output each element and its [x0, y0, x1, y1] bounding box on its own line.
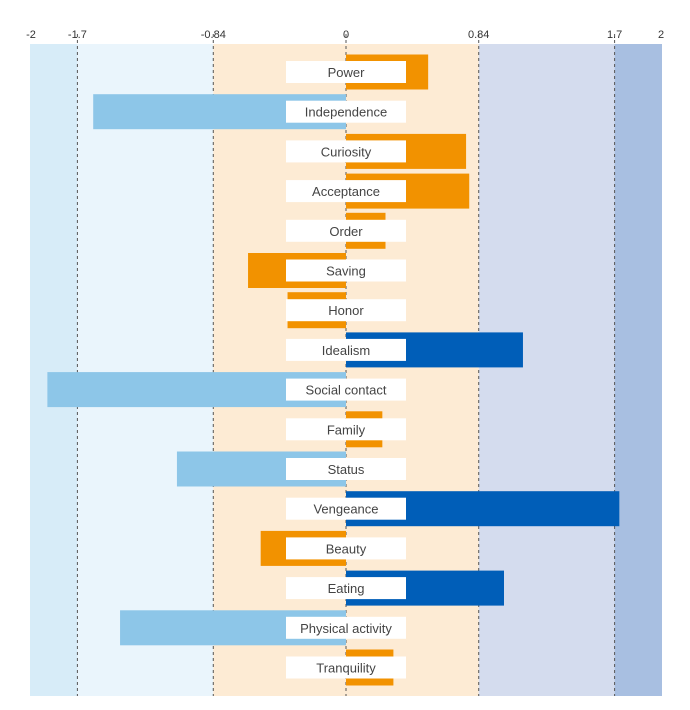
- bar-tranquility: [346, 649, 394, 658]
- bar-order-lower: [346, 240, 386, 249]
- label-box: [286, 180, 406, 203]
- tick-label: 0: [343, 29, 349, 41]
- label-box: [286, 616, 406, 639]
- tick-label: -0.84: [201, 29, 226, 41]
- band-0: [30, 44, 78, 696]
- tick-label: 0.84: [468, 29, 489, 41]
- band-4: [614, 44, 662, 696]
- bar-tranquility-lower: [346, 677, 394, 686]
- label-box: [286, 61, 406, 83]
- category-label: Acceptance: [312, 184, 380, 199]
- label-box: [286, 458, 406, 480]
- label-box: [286, 338, 406, 361]
- bar-order: [346, 212, 386, 221]
- category-labels: Power Independence Curiosity Acceptance Orde…: [286, 61, 406, 679]
- bar-honor-lower: [287, 320, 346, 329]
- tick-label: -2: [26, 29, 36, 41]
- category-label: Order: [329, 224, 363, 239]
- label-box: [286, 140, 406, 163]
- tick-label: -1.7: [68, 29, 87, 41]
- band-1: [77, 44, 214, 696]
- category-label: Idealism: [322, 343, 370, 358]
- category-label: Vengeance: [313, 502, 378, 517]
- label-box: [286, 259, 406, 282]
- category-label: Family: [327, 422, 366, 437]
- bar-family: [346, 411, 383, 420]
- tick-label: 1.7: [607, 29, 622, 41]
- category-label: Honor: [328, 303, 364, 318]
- category-label: Physical activity: [300, 621, 392, 636]
- label-box: [286, 378, 406, 401]
- axis-ticks: -2 -1.7 -0.84 0 0.84 1.7 2: [26, 29, 664, 41]
- category-label: Social contact: [306, 383, 387, 398]
- category-label: Independence: [305, 105, 387, 120]
- label-box: [286, 537, 406, 560]
- category-label: Saving: [326, 264, 366, 279]
- category-label: Beauty: [326, 541, 367, 556]
- category-label: Eating: [328, 581, 365, 596]
- bar-family-lower: [346, 439, 383, 448]
- tick-label: 2: [658, 29, 664, 41]
- bar-honor: [287, 292, 346, 301]
- category-label: Power: [328, 65, 366, 80]
- label-box: [286, 299, 406, 322]
- category-label: Tranquility: [316, 661, 376, 676]
- label-box: [286, 418, 406, 441]
- category-label: Status: [328, 462, 365, 477]
- label-box: [286, 497, 406, 520]
- background-bands: [30, 44, 662, 696]
- category-label: Curiosity: [321, 144, 372, 159]
- label-box: [286, 656, 406, 679]
- label-box: [286, 100, 406, 123]
- label-box: [286, 577, 406, 600]
- label-box: [286, 219, 406, 242]
